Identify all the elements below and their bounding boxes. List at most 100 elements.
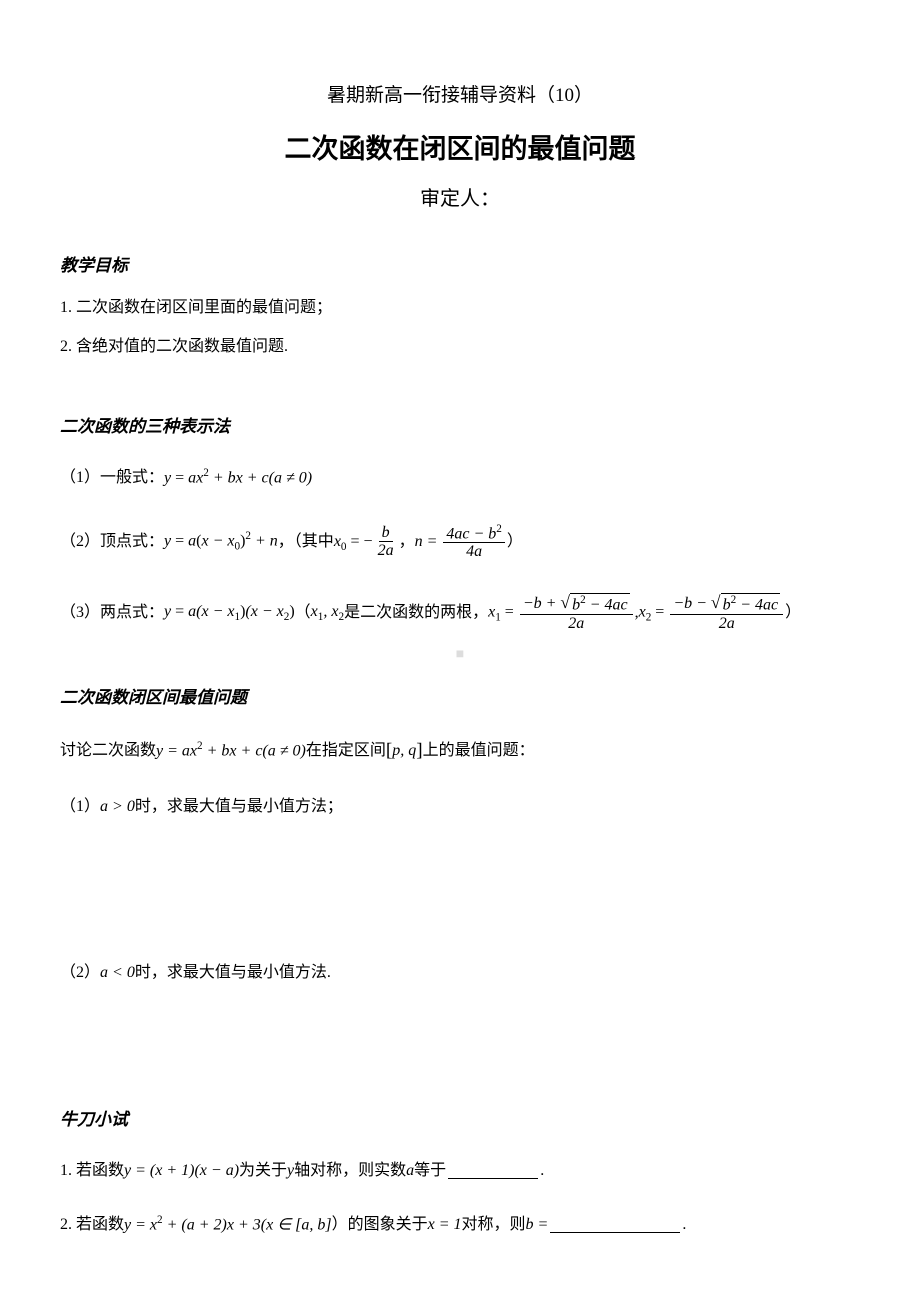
form-roots: （3）两点式： y = a(x − x1)(x − x2) （ x1, x2 是… (60, 593, 860, 633)
equation: y = a(x − x1)(x − x2) (164, 599, 295, 627)
frac-b-2a: b2a (375, 524, 397, 560)
sup-2: 2 (496, 523, 502, 535)
x2-formula: x2 = −b − √b2 − 4ac2a (639, 593, 785, 633)
comma: ， (399, 529, 415, 555)
close-paren: ） (507, 529, 523, 555)
op-eq: = (171, 532, 188, 549)
goal-item-2: 2. 含绝对值的二次函数最值问题. (60, 333, 860, 362)
form-general: （1）一般式： y = ax2 + bx + c(a ≠ 0) (60, 465, 860, 491)
eq-rest: + (a + 2)x + 3 (163, 1216, 261, 1233)
den: 2a (375, 542, 397, 560)
var-n: n = (415, 532, 442, 549)
eq: = (651, 603, 668, 620)
var-a: a (406, 1158, 414, 1184)
cond-a-lt-0: a < 0 (100, 960, 135, 986)
mid-text: 是二次函数的两根， (344, 600, 488, 626)
num: −b + √b2 − 4ac (520, 593, 633, 615)
frac-discriminant: 4ac − b24a (443, 523, 505, 562)
eq-ax: = ax (163, 742, 197, 759)
text-a: 2. 若函数 (60, 1212, 124, 1238)
text: 时，求最大值与最小值方法； (135, 794, 343, 820)
b: b (723, 596, 731, 613)
var-b: b = (526, 1212, 549, 1238)
eq-body: = (x + 1)(x − a) (131, 1162, 239, 1179)
num-text: 4ac − b (446, 525, 496, 542)
y-axis: y (287, 1158, 294, 1184)
factor1: (x − x (196, 603, 234, 620)
section-heading-practice: 牛刀小试 (60, 1105, 860, 1130)
cond: (a ≠ 0) (262, 742, 305, 759)
text-b: 为关于 (239, 1158, 287, 1184)
label: （2）顶点式： (60, 529, 164, 555)
text-c: 上的最值问题： (423, 738, 535, 764)
den: 4a (463, 543, 485, 561)
equation: y = ax2 + bx + c(a ≠ 0) (156, 738, 306, 764)
cond-a-gt-0: a > 0 (100, 794, 135, 820)
intro-line: 讨论二次函数 y = ax2 + bx + c(a ≠ 0) 在指定区间 [ p… (60, 736, 860, 767)
period: . (682, 1212, 686, 1238)
subtitle: 审定人： (60, 182, 860, 211)
exercise-2: 2. 若函数 y = x2 + (a + 2)x + 3(x ∈ [a, b] … (60, 1212, 860, 1238)
minus-4ac: − 4ac (736, 596, 778, 613)
pretitle: 暑期新高一衔接辅导资料（10） (60, 80, 860, 107)
x1: x (311, 603, 318, 620)
form-vertex: （2）顶点式： y = a(x − x0)2 + n ，（其中 x0 = −b2… (60, 523, 860, 562)
var-a: a (188, 603, 196, 620)
text-c: 对称，则 (462, 1212, 526, 1238)
var-x2: x (639, 603, 646, 620)
open-paren: （ (295, 600, 311, 626)
eq-x: = x (131, 1216, 157, 1233)
quadratic-formula-minus: −b − √b2 − 4ac2a (670, 593, 783, 633)
num: b (379, 524, 393, 543)
sqrt: √b2 − 4ac (711, 593, 780, 614)
plus-n: + n (251, 532, 278, 549)
comma-x2: , x (323, 603, 338, 620)
label: （2） (60, 960, 100, 986)
section-heading-goals: 教学目标 (60, 251, 860, 276)
label: （1） (60, 794, 100, 820)
label: （3）两点式： (60, 600, 164, 626)
op-eq: = (171, 469, 188, 486)
roots-vars: x1, x2 (311, 599, 344, 627)
eq: y = x2 + (a + 2)x + 3(x ∈ [a, b] (124, 1212, 332, 1238)
eq: y = (x + 1)(x − a) (124, 1158, 239, 1184)
text: 时，求最大值与最小值方法. (135, 960, 331, 986)
case-a-positive: （1） a > 0 时，求最大值与最小值方法； (60, 794, 860, 820)
den: 2a (716, 615, 738, 633)
case-a-negative: （2） a < 0 时，求最大值与最小值方法. (60, 960, 860, 986)
text-b: 在指定区间 (306, 738, 386, 764)
equation: y = ax2 + bx + c(a ≠ 0) (164, 465, 312, 491)
exercise-1: 1. 若函数 y = (x + 1)(x − a) 为关于 y 轴对称，则实数 … (60, 1158, 860, 1184)
op-eq: = (171, 603, 188, 620)
pq: p, q (392, 738, 416, 764)
goal-item-1: 1. 二次函数在闭区间里面的最值问题； (60, 294, 860, 323)
var-a: a (188, 532, 196, 549)
neg-b-plus: −b + (523, 595, 561, 612)
eq-neg: = − (347, 532, 373, 549)
blank-answer (448, 1163, 538, 1179)
blank-answer (550, 1217, 680, 1233)
period: . (540, 1158, 544, 1184)
x0-def: x0 = −b2a (334, 524, 399, 560)
n-def: n = 4ac − b24a (415, 523, 507, 562)
cond: (x ∈ [a, b] (261, 1216, 332, 1233)
term-ax: ax (188, 469, 203, 486)
label: （1）一般式： (60, 465, 164, 491)
section-heading-forms: 二次函数的三种表示法 (60, 412, 860, 437)
num: 4ac − b2 (443, 523, 505, 544)
text-c: 轴对称，则实数 (294, 1158, 406, 1184)
num: −b − √b2 − 4ac (670, 593, 783, 615)
page-title: 二次函数在闭区间的最值问题 (60, 127, 860, 166)
text-d: 等于 (414, 1158, 446, 1184)
equation: y = a(x − x0)2 + n (164, 528, 278, 556)
text-a: 1. 若函数 (60, 1158, 124, 1184)
section-heading-closed-interval: 二次函数闭区间最值问题 (60, 683, 860, 708)
factor2: (x − x (245, 603, 283, 620)
close-paren: ） (785, 600, 801, 626)
text-a: 讨论二次函数 (60, 738, 156, 764)
eq: = (501, 603, 518, 620)
b: b (572, 596, 580, 613)
mid-text: ，（其中 (278, 529, 334, 555)
sqrt: √b2 − 4ac (560, 593, 629, 614)
bxc: + bx + c (203, 742, 263, 759)
